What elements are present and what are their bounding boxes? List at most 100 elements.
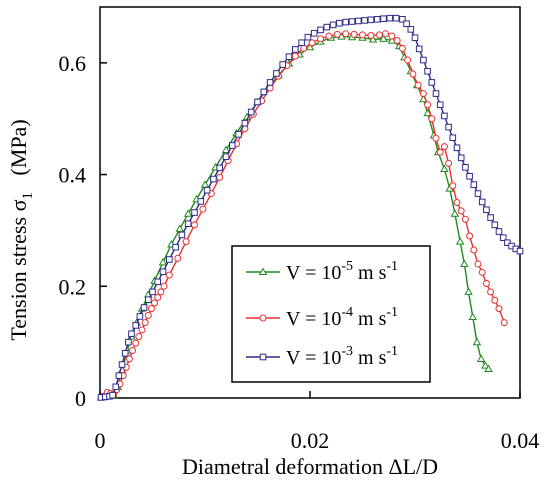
data-point <box>291 52 299 60</box>
data-point <box>166 256 173 263</box>
data-point <box>216 173 224 181</box>
data-point <box>392 14 400 22</box>
data-point <box>457 154 465 162</box>
data-point <box>317 26 324 34</box>
legend-label: V = 10-4 m s-1 <box>286 305 398 330</box>
data-point <box>183 209 193 217</box>
y-axis-title-subscript: 1 <box>20 192 36 200</box>
data-point <box>136 313 144 320</box>
data-point <box>129 347 137 355</box>
data-point <box>420 56 427 64</box>
data-point <box>279 61 286 68</box>
data-point <box>398 44 406 52</box>
data-point <box>468 312 478 321</box>
data-point <box>310 29 318 37</box>
data-point <box>175 224 185 232</box>
data-point <box>329 21 337 29</box>
data-point <box>182 238 190 246</box>
data-point <box>387 36 397 44</box>
data-point <box>457 207 465 215</box>
data-point <box>449 182 457 190</box>
data-point <box>304 33 312 41</box>
data-point <box>478 268 486 276</box>
data-point <box>484 364 493 373</box>
legend: V = 10-5 m s-1 V = 10-4 m s-1 V = 10-3 m s… <box>231 245 431 383</box>
data-point <box>368 34 378 43</box>
data-point <box>476 354 486 362</box>
data-point <box>112 383 120 391</box>
data-point <box>450 209 460 217</box>
data-point <box>436 148 444 156</box>
data-point <box>191 221 198 229</box>
data-point <box>419 90 427 98</box>
data-point <box>115 372 123 379</box>
data-point <box>379 34 388 42</box>
data-point <box>411 34 419 42</box>
data-point <box>491 296 499 304</box>
data-point <box>487 288 495 296</box>
data-point <box>424 67 431 75</box>
x-tick-label: 0 <box>95 428 106 453</box>
data-point <box>470 246 478 254</box>
data-point <box>336 19 343 27</box>
data-point <box>147 305 155 313</box>
data-point <box>151 299 159 307</box>
data-point <box>132 322 139 329</box>
data-point <box>482 279 490 287</box>
data-point <box>159 268 167 276</box>
data-point <box>461 215 469 223</box>
data-point <box>470 181 478 188</box>
data-point <box>441 112 448 120</box>
data-point <box>145 296 152 303</box>
data-point <box>414 81 422 89</box>
data-point <box>380 15 387 23</box>
data-point <box>462 164 469 171</box>
data-point <box>241 119 249 127</box>
data-point <box>483 206 490 214</box>
x-tick-label: 0.02 <box>291 428 330 453</box>
data-point <box>440 143 448 151</box>
data-point <box>424 101 432 109</box>
data-point <box>254 98 261 106</box>
data-point <box>160 282 168 290</box>
data-point <box>165 271 173 279</box>
data-point <box>158 257 168 266</box>
data-point <box>259 353 267 361</box>
data-point <box>305 42 315 51</box>
data-point <box>172 243 179 251</box>
data-point <box>317 35 324 43</box>
legend-item: V = 10-4 m s-1 <box>246 305 398 330</box>
data-point <box>292 46 299 53</box>
data-point <box>445 123 452 131</box>
data-point <box>138 326 146 334</box>
data-point <box>199 205 207 213</box>
data-point <box>455 237 465 245</box>
data-point <box>474 190 482 197</box>
data-point <box>298 39 305 47</box>
data-point <box>472 337 482 346</box>
x-axis-title: Diametral deformation ΔL/D <box>182 454 438 479</box>
legend-item: V = 10-5 m s-1 <box>246 259 398 284</box>
data-point <box>474 260 482 268</box>
svg-text:Tension stress σ1 (MPa): Tension stress σ1 (MPa) <box>6 119 36 340</box>
data-point <box>407 26 415 33</box>
data-point <box>121 350 129 357</box>
data-point <box>259 314 267 322</box>
data-point <box>178 231 186 239</box>
data-point <box>191 209 198 216</box>
data-point <box>125 338 132 346</box>
data-point <box>216 164 223 172</box>
y-axis-title-main: Tension stress σ <box>6 199 31 340</box>
data-point <box>499 234 507 241</box>
data-point <box>491 221 499 229</box>
data-point <box>342 18 349 26</box>
data-point <box>481 361 490 369</box>
data-point <box>128 330 135 338</box>
data-point <box>432 134 440 142</box>
data-point <box>464 287 473 295</box>
y-tick-label: 0.2 <box>59 274 87 299</box>
data-point <box>342 30 350 38</box>
data-point <box>449 134 457 142</box>
series-3 <box>97 14 524 401</box>
